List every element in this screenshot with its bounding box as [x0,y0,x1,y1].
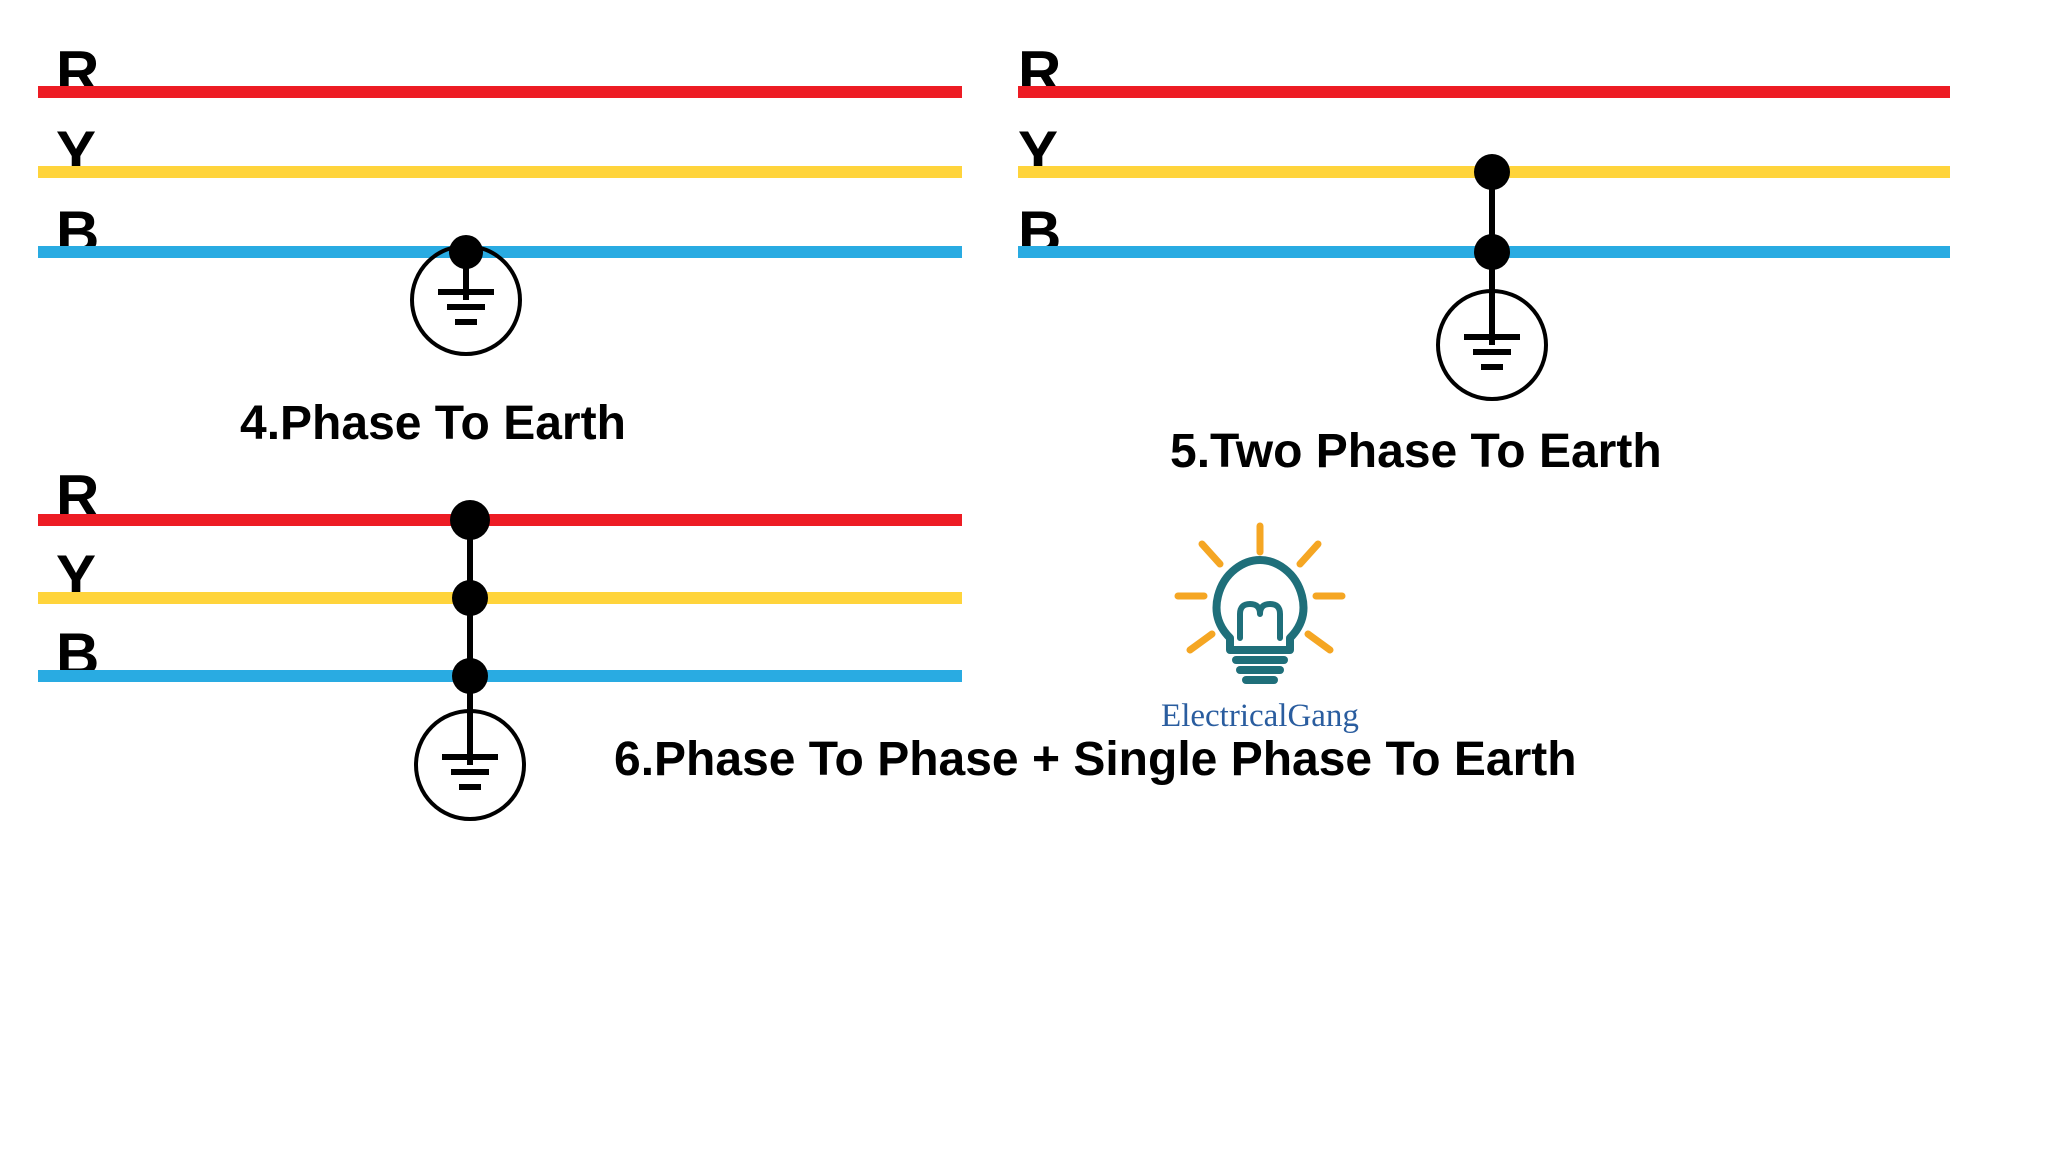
line-r [38,86,962,98]
line-y [38,592,962,604]
fault-node-y [452,580,488,616]
fault-node-y [1474,154,1510,190]
lightbulb-icon [1140,518,1380,698]
line-r [1018,86,1950,98]
line-r [38,514,962,526]
line-b [38,670,962,682]
caption-4: 4.Phase To Earth [240,396,626,451]
fault-node-r [450,500,490,540]
brand-text: ElectricalGang [1140,698,1380,735]
caption-5: 5.Two Phase To Earth [1170,424,1662,479]
earth-icon [414,709,526,821]
brand-logo: ElectricalGang [1140,518,1380,748]
fault-node-b [452,658,488,694]
line-y [38,166,962,178]
caption-6: 6.Phase To Phase + Single Phase To Earth [614,732,1577,787]
earth-icon [1436,289,1548,401]
fault-node-b [1474,234,1510,270]
earth-icon [410,244,522,356]
